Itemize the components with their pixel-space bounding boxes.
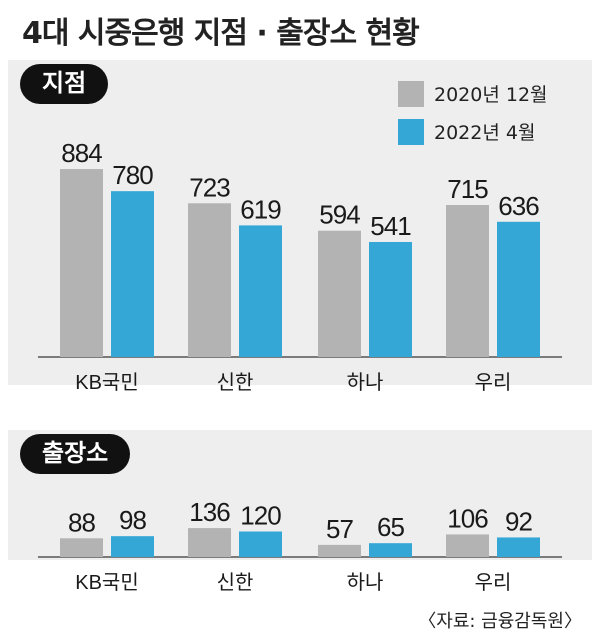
chart-title: 4대 시중은행 지점 · 출장소 현황 — [22, 16, 420, 51]
branch-value-label: 715 — [447, 174, 488, 204]
outlet-bar — [318, 544, 361, 557]
outlet-bar — [188, 528, 231, 557]
outlet-bar — [497, 537, 540, 557]
source-note: 〈자료: 금융감독원〉 — [418, 611, 582, 632]
outlet-value-label: 92 — [505, 506, 532, 536]
branch-bar — [446, 204, 489, 357]
branch-panel-background — [8, 60, 592, 385]
outlet-category-label: 신한 — [217, 571, 254, 594]
outlet-category-label: 우리 — [475, 571, 512, 594]
legend-swatch-2020 — [398, 80, 424, 107]
outlet-value-label: 136 — [189, 497, 230, 527]
branch-value-label: 884 — [61, 138, 102, 168]
branch-bar — [188, 203, 231, 357]
outlet-bar — [239, 531, 282, 557]
branch-bar-chart: 884 780 KB국민 723 619 신한 594 541 하나 715 636 우리 — [38, 138, 562, 394]
legend-item-2022: 2022년 4월 — [398, 118, 535, 145]
branch-value-label: 636 — [498, 191, 539, 221]
outlet-category-label: 하나 — [347, 571, 384, 594]
branch-bar — [111, 191, 154, 357]
outlet-bar — [446, 534, 489, 557]
branch-section-label: 지점 — [20, 64, 109, 104]
outlet-value-label: 98 — [119, 505, 146, 535]
branch-value-label: 594 — [319, 200, 360, 230]
outlet-value-label: 106 — [447, 503, 488, 533]
branch-value-label: 541 — [370, 211, 411, 241]
legend-label-2022: 2022년 4월 — [434, 122, 536, 144]
branch-value-label: 619 — [240, 194, 281, 224]
outlet-bar — [60, 538, 103, 557]
outlet-value-label: 57 — [326, 514, 353, 544]
branch-bar — [369, 241, 412, 357]
outlet-category-label: KB국민 — [75, 571, 138, 594]
branch-category-label: 신한 — [217, 371, 254, 394]
outlet-value-label: 120 — [240, 500, 281, 530]
outlet-bar — [369, 543, 412, 557]
outlet-value-label: 88 — [68, 507, 95, 537]
branch-category-label: 하나 — [347, 371, 384, 394]
branch-bar — [497, 221, 540, 357]
branch-category-label: 우리 — [475, 371, 512, 394]
legend-label-2020: 2020년 12월 — [434, 84, 548, 106]
outlet-bar — [111, 536, 154, 557]
outlet-bar-chart: 88 98 KB국민 136 120 신한 57 65 하나 106 92 우리 — [38, 497, 562, 594]
branch-bar — [60, 169, 103, 357]
outlet-value-label: 65 — [377, 512, 404, 542]
outlet-section-label: 출장소 — [20, 434, 131, 474]
legend-item-2020: 2020년 12월 — [398, 80, 548, 107]
branch-value-label: 723 — [189, 172, 230, 202]
branch-category-label: KB국민 — [75, 371, 138, 394]
legend-swatch-2022 — [398, 118, 424, 145]
branch-bar — [239, 225, 282, 357]
branch-bar — [318, 230, 361, 357]
branch-value-label: 780 — [112, 160, 153, 190]
